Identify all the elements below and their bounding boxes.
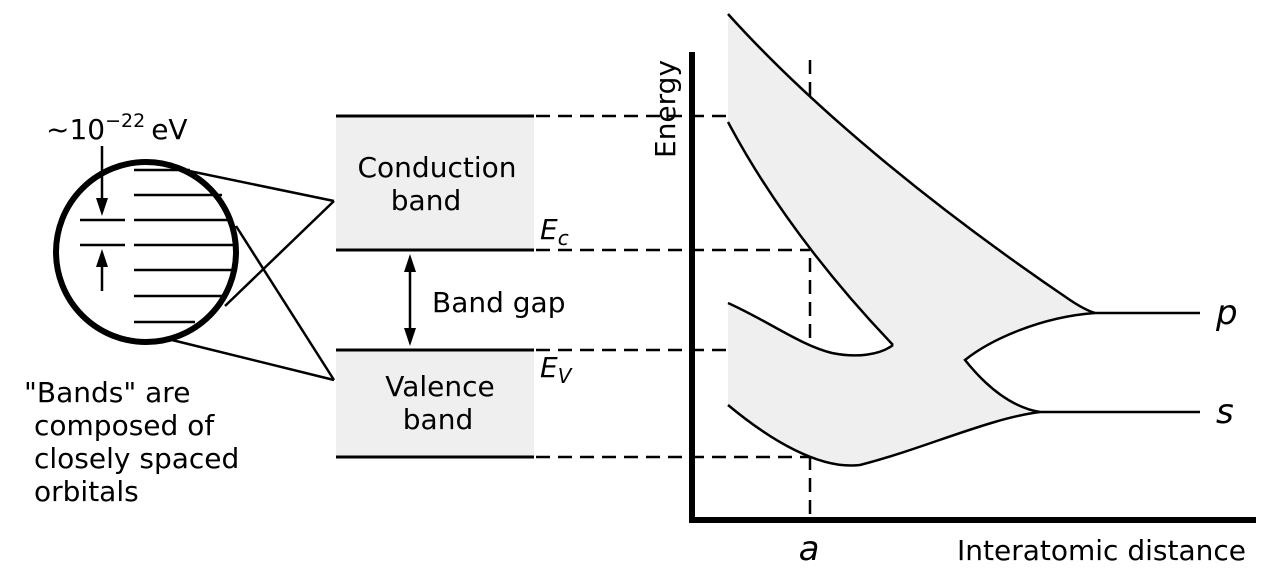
- caption-line-2: composed of: [34, 409, 215, 442]
- valence-band-label-2: band: [403, 403, 473, 436]
- band-curves: [728, 14, 1200, 466]
- conduction-band: Conduction band: [336, 116, 534, 250]
- lattice-constant-label: a: [799, 529, 820, 569]
- magnifier-circle: [56, 162, 236, 342]
- conduction-band-label-2: band: [391, 184, 461, 217]
- band-gap-label: Band gap: [432, 286, 566, 319]
- band-gap-arrow: Band gap: [404, 254, 566, 346]
- x-axis-label: Interatomic distance: [957, 534, 1246, 567]
- caption-line-1: "Bands" are: [24, 376, 190, 409]
- ec-label: Ec: [540, 213, 569, 250]
- ev-label: EV: [540, 351, 573, 388]
- conduction-band-label-1: Conduction: [358, 151, 517, 184]
- caption: "Bands" are composed of closely spaced o…: [24, 376, 239, 508]
- spacing-label: ~10−22 eV: [46, 110, 188, 146]
- caption-line-3: closely spaced: [34, 442, 239, 475]
- s-level-label: s: [1216, 392, 1234, 432]
- zoom-line-bottom: [172, 340, 334, 380]
- valence-band: Valence band: [336, 350, 534, 457]
- zoom-line-inner-2: [225, 201, 334, 306]
- spacing-arrows: [96, 146, 108, 291]
- caption-line-4: orbitals: [34, 475, 139, 508]
- orbital-magnifier: ~10−22 eV: [46, 110, 334, 380]
- p-level-label: p: [1215, 293, 1238, 333]
- valence-band-label-1: Valence: [385, 370, 495, 403]
- y-axis-label: Energy: [649, 60, 682, 158]
